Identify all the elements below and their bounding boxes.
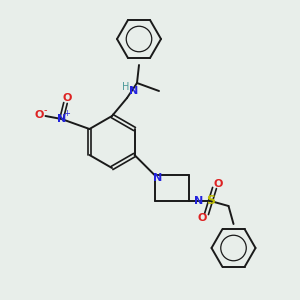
Text: O: O xyxy=(63,93,72,103)
Text: O: O xyxy=(198,213,207,223)
Text: O: O xyxy=(35,110,44,120)
Text: O: O xyxy=(214,179,223,189)
Text: N: N xyxy=(194,196,203,206)
Text: N: N xyxy=(153,173,162,183)
Text: S: S xyxy=(206,194,215,208)
Text: H: H xyxy=(122,82,130,92)
Text: N: N xyxy=(57,114,66,124)
Text: N: N xyxy=(129,86,138,96)
Text: +: + xyxy=(63,110,70,118)
Text: -: - xyxy=(44,105,47,115)
